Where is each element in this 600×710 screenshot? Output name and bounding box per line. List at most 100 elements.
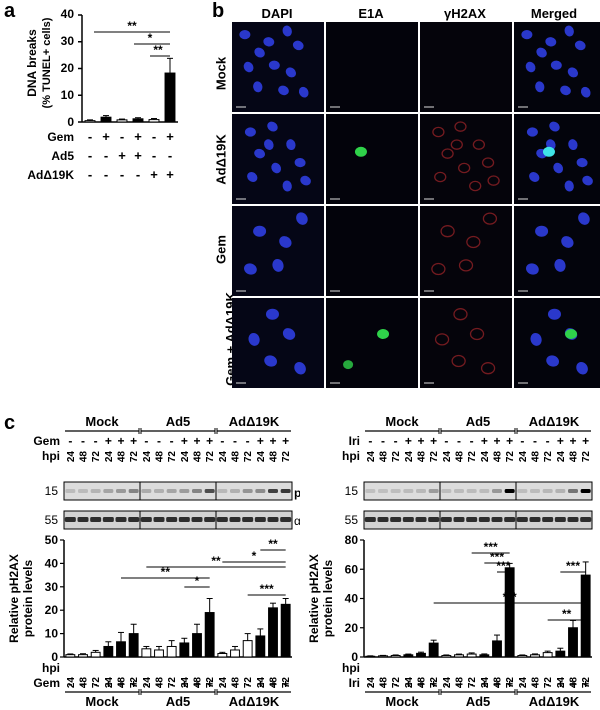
mw-15: 15 [345, 484, 359, 498]
band-ph2ax [65, 489, 76, 493]
band-tubulin [504, 517, 516, 522]
panel-a-sign: + [118, 148, 126, 163]
chart-bar [103, 645, 114, 658]
blot-group-label: AdΔ19K [529, 414, 580, 429]
band-tubulin [254, 517, 266, 522]
chart-ylabel-2: protein levels [321, 560, 335, 638]
panel-a-sign: + [150, 167, 158, 182]
treatment-sign: + [430, 434, 437, 448]
band-tubulin [415, 517, 427, 522]
nucleus-blue [561, 236, 574, 248]
band-tubulin [466, 517, 478, 522]
band-ph2ax [555, 489, 566, 493]
panel-a-bar [164, 72, 176, 123]
nucleus-blue [294, 157, 306, 168]
hpi-bottom-value: 24 [442, 677, 453, 689]
treatment-sign: - [444, 434, 448, 448]
panel-a-sig-3: ** [153, 43, 163, 57]
hpi-bottom-value: 24 [556, 677, 567, 689]
sig-label: *** [566, 559, 580, 573]
nucleus-blue [292, 40, 304, 51]
blot-group-label: Ad5 [166, 414, 191, 429]
micrograph-r1-c1 [232, 22, 324, 112]
hpi-bottom-value: 72 [505, 677, 516, 689]
micrograph-r3-c3 [420, 206, 512, 296]
chart-bar [255, 635, 266, 658]
band-ph2ax [204, 489, 215, 493]
nucleus-blue [545, 37, 557, 47]
band-ph2ax [580, 489, 591, 493]
chart-bar [416, 652, 426, 658]
band-ph2ax [416, 489, 426, 493]
micrograph-background [420, 298, 512, 388]
nucleus-blue [271, 162, 282, 174]
blot-group-label: AdΔ19K [229, 414, 280, 429]
nucleus-blue [243, 61, 254, 73]
nucleus-red [440, 225, 455, 238]
band-ph2ax [479, 489, 490, 493]
nucleus-blue [529, 171, 540, 183]
band-tubulin [90, 517, 102, 522]
band-tubulin [402, 517, 414, 522]
panel-a-bar [116, 119, 128, 123]
nucleus-blue [574, 40, 586, 51]
mw-55: 55 [45, 513, 59, 527]
band-ph2ax [192, 489, 202, 493]
band-tubulin [491, 517, 503, 522]
panel-a-sign: + [134, 129, 142, 144]
panel-a-row-gem: Gem [47, 130, 74, 144]
nucleus-blue [526, 263, 539, 275]
nucleus-blue [272, 258, 284, 272]
chart-ytick-label: 50 [45, 533, 59, 547]
panel-label-c: c [4, 412, 16, 434]
micrograph-background [420, 114, 512, 204]
sig-label: ** [562, 607, 572, 621]
treatment-sign: + [493, 434, 500, 448]
treatment-bottom-sign: + [557, 677, 564, 691]
nucleus-blue [268, 60, 280, 70]
treatment-bottom-sign: + [481, 677, 488, 691]
micrograph-r2-c4 [514, 114, 600, 204]
chart-bar [378, 655, 388, 658]
micrograph-background [326, 22, 418, 112]
hpi-value: 72 [91, 451, 102, 463]
treatment-sign: + [582, 434, 589, 448]
col-title-gh2ax: γH2AX [444, 6, 486, 21]
micrograph-r4-c2 [326, 298, 418, 388]
hpi-bottom-value: 48 [117, 677, 128, 689]
chart-bar [403, 654, 414, 658]
nucleus-red [451, 354, 466, 368]
micrograph-r4-c1 [232, 298, 324, 388]
panel-a-ytick-20: 20 [61, 61, 75, 75]
hpi-bottom-value: 72 [543, 677, 554, 689]
hpi-bottom-label: hpi [42, 661, 60, 675]
treatment-sign: - [368, 434, 372, 448]
treatment-sign: - [546, 434, 550, 448]
nucleus-red [469, 327, 485, 341]
hpi-bottom-value: 24 [218, 677, 229, 689]
panel-c-right: Mock Ad5 AdΔ19KIrihpi-24-48-72+24+48+72-24… [307, 414, 593, 709]
hpi-value: 48 [455, 451, 466, 463]
treatment-sign: + [569, 434, 576, 448]
hpi-bottom-value: 72 [429, 677, 440, 689]
blot-group-label: Ad5 [466, 414, 491, 429]
band-ph2ax [141, 489, 152, 493]
bottom-group-label: Mock [385, 694, 419, 709]
band-ph2ax [242, 489, 253, 493]
treatment-bottom-sign: + [193, 677, 200, 691]
band-ph2ax [268, 489, 278, 493]
band-tubulin [153, 517, 165, 522]
nucleus-blue [564, 25, 574, 37]
hpi-bottom-value: 24 [404, 677, 415, 689]
hpi-row-label: hpi [342, 449, 360, 463]
hpi-bottom-value: 24 [66, 677, 77, 689]
nucleus-blue [576, 361, 588, 375]
treatment-bottom-sign: - [68, 677, 72, 691]
treatment-bottom-sign: - [444, 677, 448, 691]
panel-a-bar [132, 118, 144, 123]
chart-bar [492, 640, 502, 658]
micrograph-background [420, 206, 512, 296]
panel-label-a: a [4, 0, 16, 22]
microscopy-grid [232, 22, 600, 388]
nucleus-red [458, 162, 471, 174]
